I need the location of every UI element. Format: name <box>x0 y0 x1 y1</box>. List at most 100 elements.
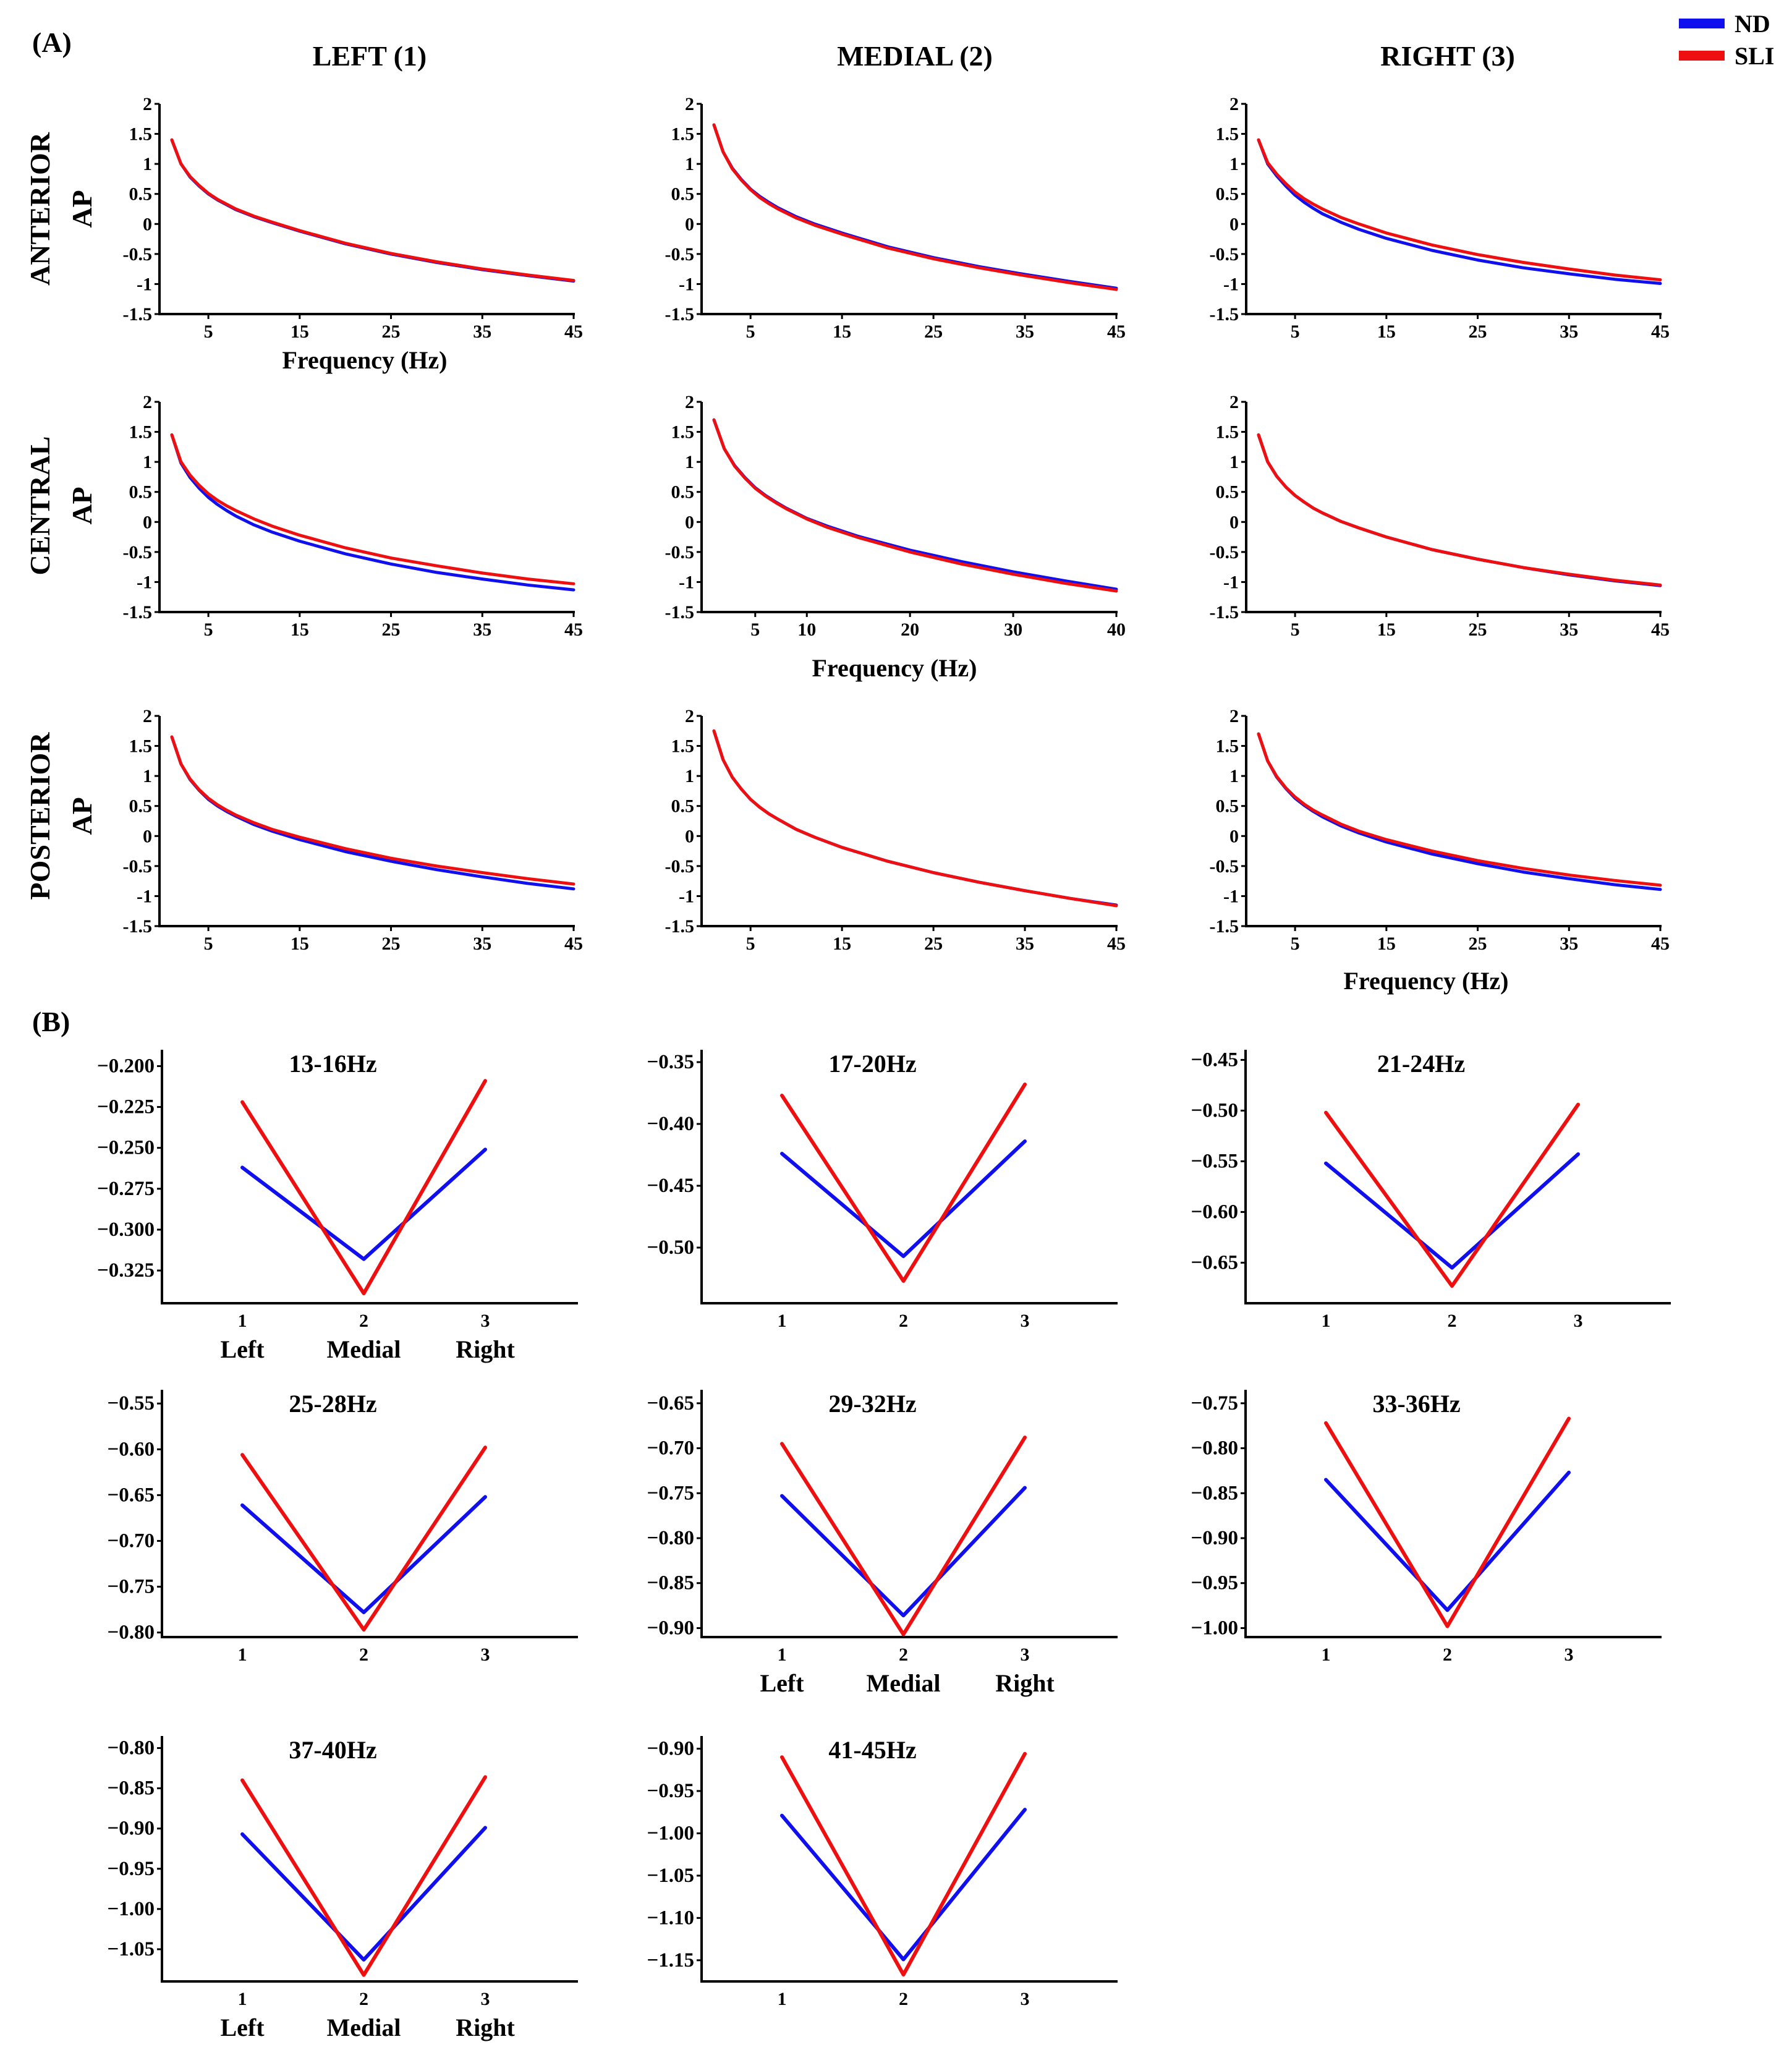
y-tick-label: 1.5 <box>1216 736 1239 757</box>
x-tick-label: 2 <box>899 1311 908 1331</box>
plot-A-anterior-medial: 21.510.50-0.5-1-1.55 15 25 35 45 <box>665 94 1126 342</box>
y-tick-label: -1 <box>679 886 694 906</box>
y-tick-label: −1.05 <box>647 1865 694 1887</box>
series-line-sli <box>242 1081 485 1293</box>
y-tick-label: 1 <box>685 452 694 472</box>
y-tick-label: 2 <box>685 392 694 412</box>
y-tick-label: -0.5 <box>1210 856 1239 877</box>
x-tick-label: 45 <box>564 321 583 342</box>
y-tick-label: -1.5 <box>665 916 695 937</box>
series-line-nd <box>172 140 574 281</box>
y-tick-label: −0.85 <box>647 1572 694 1594</box>
row-ylabel-central: AP <box>66 487 98 524</box>
y-tick-label: 0.5 <box>129 482 153 503</box>
y-tick-label: -1.5 <box>123 916 153 937</box>
x-tick-label: 5 <box>750 619 760 640</box>
series-line-nd <box>782 1810 1025 1959</box>
y-tick-label: 0 <box>1229 214 1239 234</box>
y-tick-label: −0.75 <box>647 1482 694 1504</box>
x-tick-label: 5 <box>1291 934 1300 954</box>
y-tick-label: 2 <box>143 392 152 412</box>
x-tick-label: 2 <box>1448 1311 1457 1331</box>
y-tick-label: −0.225 <box>97 1096 155 1118</box>
y-tick-label: −0.90 <box>647 1738 694 1760</box>
x-axis-label: Frequency (Hz) <box>812 654 977 682</box>
x-tick-label: 25 <box>382 619 401 640</box>
y-tick-label: 2 <box>685 94 694 114</box>
series-line-sli <box>1259 734 1660 885</box>
x-tick-label: 35 <box>1560 934 1578 954</box>
row-ylabel-posterior: AP <box>66 797 98 835</box>
row-title-anterior: ANTERIOR <box>24 132 56 286</box>
y-tick-label: −0.95 <box>107 1858 155 1880</box>
y-tick-label: -1 <box>137 274 152 294</box>
y-tick-label: 1 <box>1229 154 1239 174</box>
y-tick-label: −0.80 <box>1191 1437 1238 1460</box>
series-line-nd <box>782 1141 1025 1256</box>
y-tick-label: 0.5 <box>129 184 153 205</box>
row-title-posterior: POSTERIOR <box>24 732 56 900</box>
x-tick-label: 15 <box>291 934 309 954</box>
y-tick-label: −0.80 <box>107 1737 155 1759</box>
y-tick-label: −0.40 <box>647 1113 694 1135</box>
x-tick-label: 2 <box>1443 1644 1452 1665</box>
x-tick-label: 5 <box>746 321 755 342</box>
x-tick-label: 45 <box>1651 321 1670 342</box>
x-tick-label: 25 <box>1469 321 1487 342</box>
x-tick-label: 25 <box>924 934 943 954</box>
x-tick-label: 20 <box>901 619 919 640</box>
series-line-sli <box>714 420 1116 591</box>
y-tick-label: −0.60 <box>1191 1201 1238 1223</box>
series-line-nd <box>242 1497 485 1612</box>
x-tick-label: 3 <box>1021 1311 1030 1331</box>
y-tick-label: −1.00 <box>1191 1617 1238 1639</box>
y-tick-label: −0.75 <box>1191 1392 1238 1415</box>
plot-B-41-45: −0.90 −0.95 −1.00 −1.05 −1.10 −1.15 1 2 3 41-45Hz <box>647 1736 1118 2009</box>
category-label: Medial <box>327 2014 401 2041</box>
column-title-medial: MEDIAL (2) <box>837 40 993 72</box>
x-tick-label: 5 <box>204 321 213 342</box>
x-tick-label: 3 <box>1574 1311 1583 1331</box>
legend-swatch-nd <box>1679 19 1725 28</box>
series-line-nd <box>1326 1473 1569 1610</box>
x-tick-label: 45 <box>1651 934 1670 954</box>
y-tick-label: 0 <box>685 214 694 234</box>
y-tick-label: −0.65 <box>1191 1251 1238 1274</box>
x-tick-label: 1 <box>778 1311 787 1331</box>
x-tick-label: 5 <box>746 934 755 954</box>
x-tick-label: 1 <box>238 1311 247 1331</box>
x-tick-label: 25 <box>382 321 401 342</box>
y-tick-label: −0.45 <box>647 1175 694 1197</box>
y-tick-label: 1.5 <box>671 736 695 757</box>
panel-a-label: (A) <box>32 27 72 58</box>
plot-A-anterior-left: 2 1.5 1 0.5 0 -0.5 -1 -1.5 5 15 25 35 45 Frequency (H… <box>123 94 584 374</box>
x-tick-label: 2 <box>359 1311 368 1331</box>
x-tick-label: 30 <box>1004 619 1022 640</box>
category-label: Medial <box>867 1669 941 1697</box>
y-tick-label: −0.70 <box>647 1437 694 1460</box>
y-tick-label: 0 <box>1229 826 1239 846</box>
y-tick-label: -0.5 <box>123 856 153 877</box>
y-tick-label: 0.5 <box>1216 184 1239 205</box>
x-tick-label: 45 <box>1107 321 1126 342</box>
plot-B-37-40: −0.80−0.85−0.90−0.95−1.00−1.051Left2Medi… <box>107 1736 578 2041</box>
x-tick-label: 40 <box>1107 619 1126 640</box>
series-line-nd <box>1326 1154 1578 1268</box>
y-tick-label: -0.5 <box>665 542 695 563</box>
column-title-left: LEFT (1) <box>313 40 427 72</box>
y-tick-label: -1 <box>1223 274 1239 294</box>
y-tick-label: -1.5 <box>123 602 153 623</box>
x-tick-label: 15 <box>291 619 309 640</box>
plot-B-13-16: −0.200 −0.225 −0.250 −0.275 −0.300 −0.325 1 Lef… <box>97 1050 578 1363</box>
x-tick-label: 15 <box>833 321 851 342</box>
x-tick-label: 2 <box>899 1989 908 2009</box>
x-tick-label: 1 <box>1322 1644 1331 1665</box>
x-tick-label: 1 <box>778 1989 787 2009</box>
y-tick-label: −0.80 <box>647 1527 694 1549</box>
y-tick-label: −0.250 <box>97 1137 155 1159</box>
y-tick-label: 1.5 <box>671 124 695 145</box>
x-tick-label: 5 <box>204 619 213 640</box>
y-tick-label: −0.325 <box>97 1259 155 1282</box>
y-tick-label: -0.5 <box>1210 244 1239 265</box>
y-tick-label: 0 <box>685 826 694 846</box>
